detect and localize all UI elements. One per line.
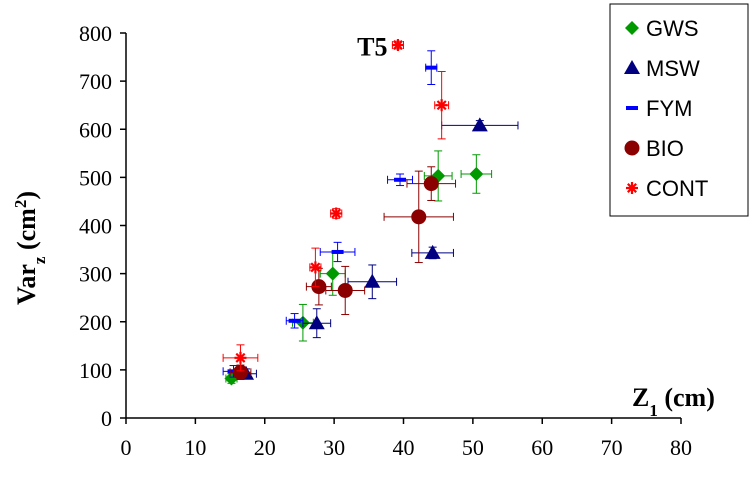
fym-marker (425, 65, 438, 70)
annotation-label: T5 (357, 32, 387, 61)
annotations: T5 (357, 32, 387, 61)
y-tick-label: 500 (79, 165, 112, 190)
data-points (222, 39, 519, 386)
x-axis-title: Z1 (cm) (632, 383, 715, 420)
cont-legend-marker (626, 182, 638, 194)
y-axis-title: Varz (cm2) (11, 191, 49, 305)
fym-point (285, 313, 304, 329)
gws-point (423, 150, 453, 202)
legend-item-fym: FYM (626, 96, 692, 121)
x-tick-label: 10 (184, 435, 206, 460)
fym-legend-marker (626, 106, 638, 110)
cont-marker (435, 99, 448, 112)
cont-marker (309, 261, 322, 274)
x-axis-ticks: 0 10 20 30 40 50 60 70 80 (121, 418, 692, 460)
msw-point (302, 308, 332, 339)
x-tick-label: 30 (323, 435, 345, 460)
x-tick-label: 40 (393, 435, 415, 460)
msw-point (347, 264, 398, 300)
fym-point (319, 241, 356, 263)
x-tick-label: 70 (601, 435, 623, 460)
legend-label: CONT (646, 176, 708, 201)
x-tick-label: 0 (121, 435, 132, 460)
legend-label: GWS (646, 16, 699, 41)
fym-marker (288, 318, 301, 323)
msw-marker (308, 315, 325, 330)
y-tick-label: 0 (101, 406, 112, 431)
msw-marker (471, 117, 488, 132)
bio-point (383, 170, 454, 264)
bio-point (406, 166, 457, 201)
y-tick-label: 800 (79, 21, 112, 46)
series-cont (222, 39, 450, 372)
legend-label: FYM (646, 96, 692, 121)
y-axis-ticks: 0 100 200 300 400 500 600 700 800 (79, 21, 126, 431)
cont-marker (391, 39, 404, 52)
y-tick-label: 700 (79, 69, 112, 94)
bio-point (325, 265, 366, 316)
y-tick-label: 400 (79, 214, 112, 239)
gws-legend-marker (625, 21, 639, 35)
x-tick-label: 20 (254, 435, 276, 460)
gws-marker (469, 167, 484, 182)
legend: GWS MSW FYM BIO CONT (609, 3, 749, 217)
legend-item-msw: MSW (624, 56, 700, 81)
x-tick-label: 60 (531, 435, 553, 460)
series-msw (235, 117, 519, 380)
msw-marker (364, 273, 381, 288)
cont-point (222, 344, 259, 372)
bio-marker (232, 364, 248, 380)
bio-legend-marker (624, 140, 640, 156)
cont-point (391, 39, 404, 52)
msw-point (411, 244, 454, 260)
cont-point (330, 207, 343, 220)
x-tick-label: 50 (462, 435, 484, 460)
y-tick-label: 100 (79, 358, 112, 383)
msw-legend-marker (624, 60, 640, 74)
fym-point (387, 173, 414, 187)
fym-marker (394, 177, 407, 182)
legend-item-gws: GWS (625, 16, 699, 41)
msw-point (441, 117, 519, 132)
x-tick-label: 80 (670, 435, 692, 460)
legend-label: MSW (646, 56, 700, 81)
gws-point (460, 154, 493, 194)
fym-marker (331, 249, 344, 254)
legend-item-cont: CONT (626, 176, 708, 201)
msw-marker (424, 244, 441, 259)
y-tick-label: 300 (79, 262, 112, 287)
bio-marker (411, 209, 427, 225)
legend-label: BIO (646, 136, 684, 161)
cont-point (309, 247, 322, 288)
legend-item-bio: BIO (624, 136, 684, 161)
gws-marker (325, 266, 340, 281)
fym-point (425, 50, 438, 85)
bio-marker (423, 176, 439, 192)
cont-point (434, 71, 450, 140)
cont-marker (234, 351, 247, 364)
y-tick-label: 600 (79, 117, 112, 142)
series-gws (224, 150, 493, 386)
bio-marker (337, 282, 353, 298)
cont-marker (330, 207, 343, 220)
y-tick-label: 200 (79, 310, 112, 335)
